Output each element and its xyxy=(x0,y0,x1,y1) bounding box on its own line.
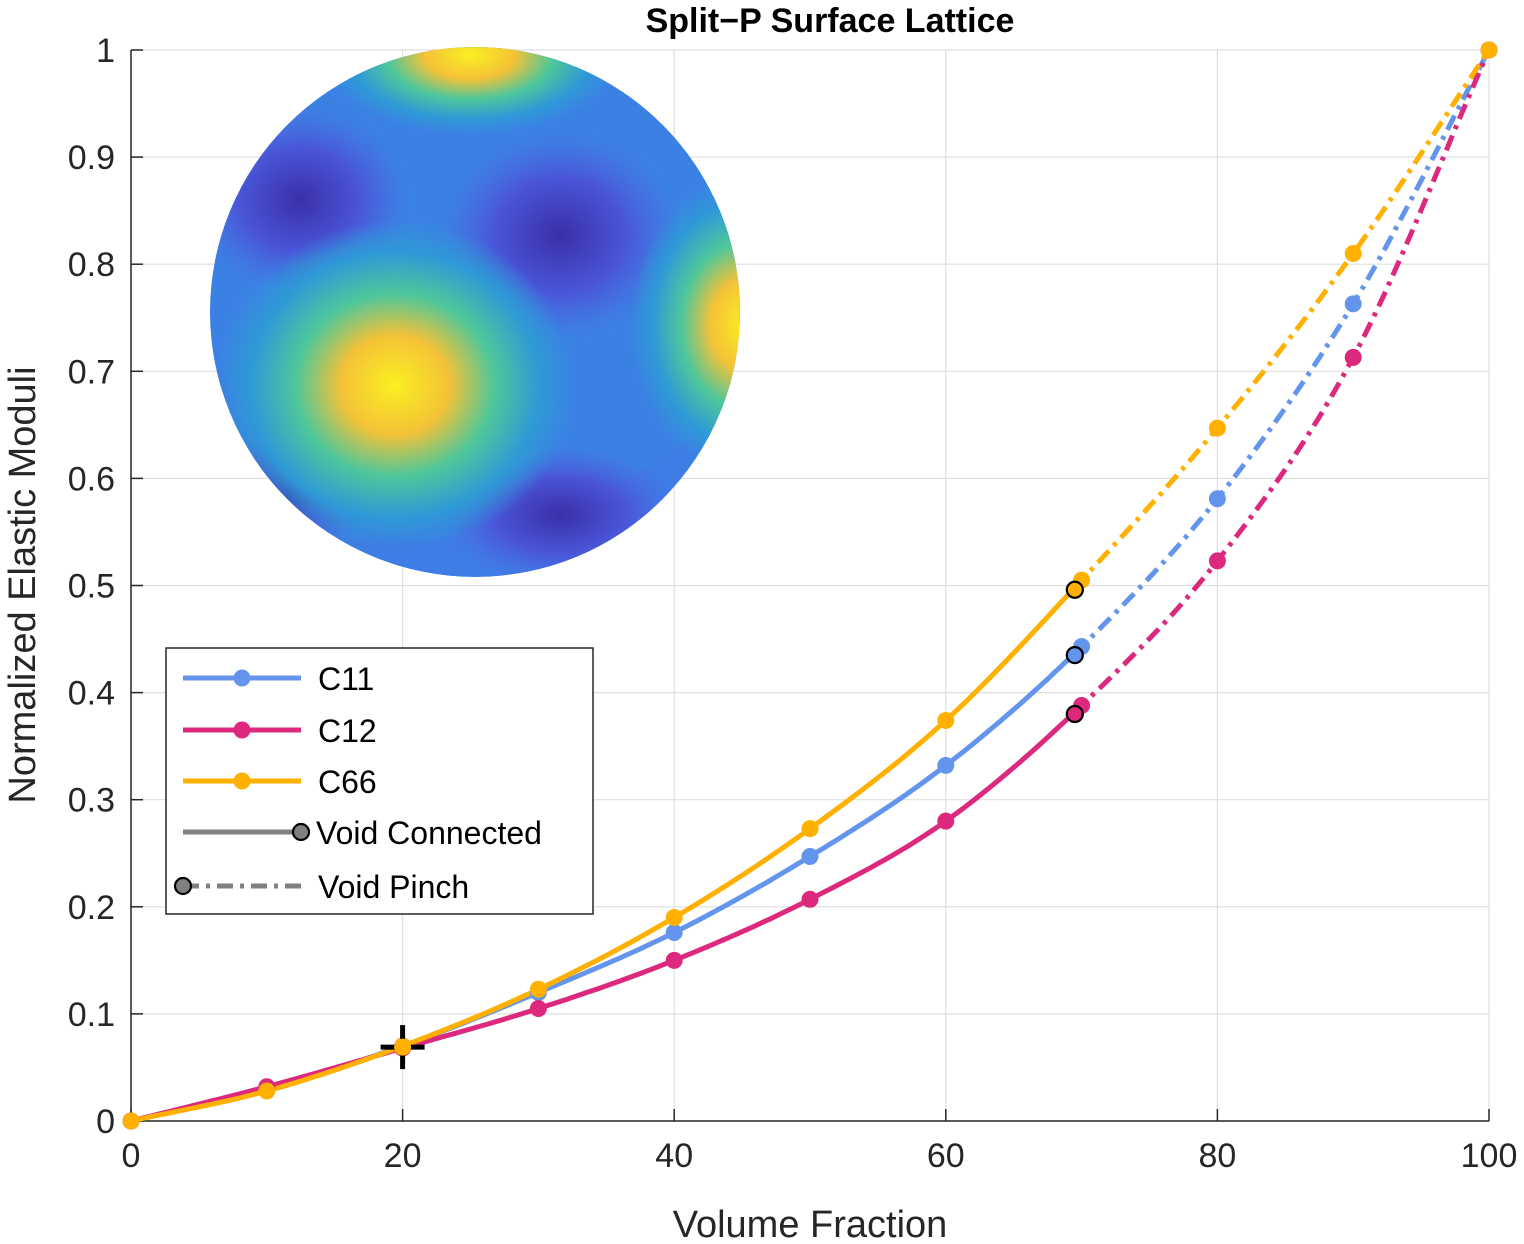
plus-marker-dot xyxy=(394,1038,412,1056)
x-axis-title: Volume Fraction xyxy=(673,1204,948,1244)
pinch-point-c12 xyxy=(1065,704,1084,724)
data-point-c11 xyxy=(801,847,819,865)
legend: C11 C12 C66 Void Connected Void Pinch xyxy=(165,647,594,915)
legend-marker-c11 xyxy=(233,669,251,687)
y-tick-label: 0 xyxy=(96,1103,115,1141)
data-point-c66 xyxy=(122,1112,140,1130)
y-tick-label: 0.6 xyxy=(68,460,115,498)
y-tick-label: 0.2 xyxy=(68,889,115,927)
x-tick-label: 80 xyxy=(1198,1137,1236,1175)
inset-sphere-image xyxy=(210,47,740,577)
y-tick-label: 0.7 xyxy=(68,353,115,391)
legend-marker-c12 xyxy=(233,721,251,739)
data-point-c12 xyxy=(1344,348,1362,366)
pinch-point-c11 xyxy=(1065,646,1084,665)
markers-layer xyxy=(122,41,1498,1130)
y-tick-label: 0.3 xyxy=(68,782,115,820)
x-tick-label: 40 xyxy=(655,1137,693,1175)
data-point-c12 xyxy=(937,812,955,830)
legend-label-c66: C66 xyxy=(318,764,377,800)
data-point-c11 xyxy=(937,756,955,774)
series-line-c12-pinch xyxy=(1073,48,1492,714)
legend-label-void-connected: Void Connected xyxy=(316,815,542,851)
series-line-c12-connected xyxy=(130,710,1077,1124)
legend-marker-c66 xyxy=(233,772,251,790)
y-tick-label: 0.4 xyxy=(68,675,115,713)
y-tick-label: 0.8 xyxy=(68,246,115,284)
data-point-c66 xyxy=(258,1082,276,1100)
legend-label-void-pinch: Void Pinch xyxy=(318,869,469,905)
y-tick-label: 0.1 xyxy=(68,996,115,1034)
series-layer xyxy=(130,48,1492,1124)
legend-marker-void-pinch xyxy=(173,876,193,896)
x-tick-label: 0 xyxy=(122,1137,141,1175)
legend-label-c12: C12 xyxy=(318,713,377,749)
y-axis-title: Normalized Elastic Moduli xyxy=(2,366,44,803)
legend-marker-void-connected xyxy=(291,822,311,842)
data-point-c66 xyxy=(1480,41,1498,59)
data-point-c11 xyxy=(1208,490,1226,508)
data-point-c12 xyxy=(801,890,819,908)
axes xyxy=(130,49,1490,1122)
x-tick-label: 60 xyxy=(927,1137,965,1175)
data-point-c12 xyxy=(529,1000,547,1018)
data-point-c66 xyxy=(1344,244,1362,262)
legend-label-c11: C11 xyxy=(318,661,374,697)
x-tick-label: 20 xyxy=(384,1137,422,1175)
data-point-c11 xyxy=(665,924,683,942)
data-point-c66 xyxy=(529,980,547,998)
data-point-c66 xyxy=(801,820,819,838)
y-tick-label: 1 xyxy=(96,32,115,70)
pinch-point-c66 xyxy=(1065,580,1084,599)
y-tick-label: 0.9 xyxy=(68,139,115,177)
series-line-c66-connected xyxy=(130,585,1077,1124)
chart-title: Split−P Surface Lattice xyxy=(646,2,1015,40)
data-point-c11 xyxy=(1344,295,1362,313)
data-point-c12 xyxy=(1208,552,1226,570)
y-tick-label: 0.5 xyxy=(68,568,115,606)
x-tick-label: 100 xyxy=(1461,1137,1518,1175)
data-point-c12 xyxy=(665,951,683,969)
data-point-c66 xyxy=(1208,419,1226,437)
data-point-c66 xyxy=(665,909,683,927)
series-line-c66-pinch xyxy=(1072,48,1492,590)
data-point-c66 xyxy=(937,711,955,729)
series-line-c11-pinch xyxy=(1073,48,1492,655)
